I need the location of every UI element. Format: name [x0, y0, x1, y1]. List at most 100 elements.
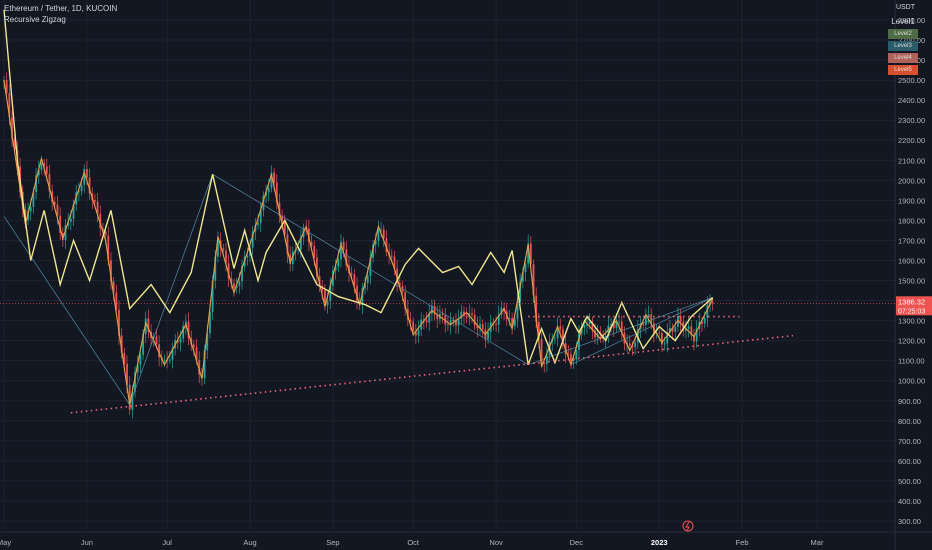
y-tick-label: 2200.00 [898, 136, 925, 145]
candle-body [195, 346, 198, 361]
candle-body [246, 255, 249, 257]
candle-body [660, 333, 663, 345]
candle-body [182, 326, 185, 339]
candle-body [575, 349, 578, 360]
candle-body [570, 354, 572, 361]
candle-body [447, 324, 449, 326]
candle-body [366, 275, 369, 284]
candle-body [382, 229, 385, 239]
candle-body [612, 324, 615, 329]
candle-body [318, 276, 321, 286]
candle-body [99, 213, 102, 229]
candle-body [524, 263, 527, 273]
candle-body [519, 281, 522, 303]
candle-body [27, 211, 29, 221]
candle-body [409, 319, 412, 322]
candle-body [168, 359, 171, 361]
candle-body [179, 338, 182, 343]
candle-body [283, 220, 286, 235]
candle-body [227, 263, 230, 279]
higher-level-zigzag [129, 174, 213, 405]
y-tick-label: 1300.00 [898, 317, 925, 326]
candle-body [422, 319, 425, 321]
candle-body [516, 302, 519, 320]
candle-body [663, 343, 666, 345]
candle-body [59, 215, 62, 233]
y-tick-label: 1500.00 [898, 277, 925, 286]
candle-body [404, 292, 407, 309]
x-tick-label: Jul [162, 538, 172, 547]
candle-body [540, 338, 543, 364]
higher-level-zigzag [212, 174, 529, 365]
candle-body [222, 248, 225, 251]
y-tick-label: 700.00 [898, 437, 921, 446]
candle-body [532, 264, 535, 296]
candle-body [158, 344, 161, 358]
y-tick-label: 1900.00 [898, 196, 925, 205]
candle-body [642, 323, 645, 325]
candle-body [479, 324, 481, 329]
candle-body [428, 313, 431, 323]
candle-body [104, 231, 107, 236]
candle-body [594, 330, 596, 338]
candle-body [123, 352, 126, 364]
candle-body [29, 207, 32, 212]
candle-body [102, 228, 104, 232]
candle-body [436, 314, 439, 319]
candle-body [620, 321, 623, 333]
candle-body [128, 384, 131, 410]
candle-body [107, 235, 110, 261]
legend-level2: Level2 [888, 29, 918, 39]
candle-body [449, 320, 452, 326]
y-tick-label: 2400.00 [898, 96, 925, 105]
candle-body [497, 314, 500, 325]
candle-body [275, 182, 278, 203]
legend-level3: Level3 [888, 41, 918, 51]
legend-level5: Level5 [888, 65, 918, 75]
candle-body [690, 326, 693, 336]
candle-body [556, 326, 559, 339]
candle-body [342, 241, 345, 250]
candle-body [115, 292, 118, 310]
candle-body [13, 138, 16, 150]
candle-body [554, 338, 556, 340]
candle-body [163, 359, 166, 361]
y-tick-label: 600.00 [898, 457, 921, 466]
higher-level-zigzag [3, 216, 130, 405]
candle-body [425, 320, 428, 323]
candle-body [685, 328, 687, 331]
candle-body [72, 204, 75, 219]
candle-body [329, 285, 332, 302]
y-tick-label: 1800.00 [898, 216, 925, 225]
y-tick-label: 2300.00 [898, 116, 925, 125]
candle-body [481, 324, 484, 330]
candle-body [471, 313, 473, 315]
zigzag-minor-line [3, 80, 714, 405]
candle-body [650, 314, 653, 324]
candle-body [211, 280, 214, 312]
x-tick-label: 2023 [651, 538, 668, 547]
candle-body [35, 175, 37, 193]
candle-body [361, 288, 364, 306]
candle-body [40, 163, 43, 170]
candle-body [393, 256, 396, 269]
candle-body [83, 168, 86, 185]
candle-body [251, 231, 254, 248]
candle-body [706, 305, 709, 319]
x-tick-label: Oct [407, 538, 420, 547]
candle-body [136, 364, 139, 373]
candle-body [380, 229, 382, 231]
candle-body [356, 285, 358, 301]
candle-body [86, 168, 88, 178]
candle-body [591, 321, 594, 331]
candle-body [273, 172, 276, 183]
bar-countdown: 07:25:03 [898, 308, 925, 315]
candle-body [543, 363, 546, 365]
candle-body [345, 249, 348, 266]
candle-body [476, 325, 479, 329]
candle-body [374, 240, 377, 245]
candle-body [110, 260, 112, 282]
candle-body [118, 309, 120, 336]
candle-body [364, 283, 366, 289]
